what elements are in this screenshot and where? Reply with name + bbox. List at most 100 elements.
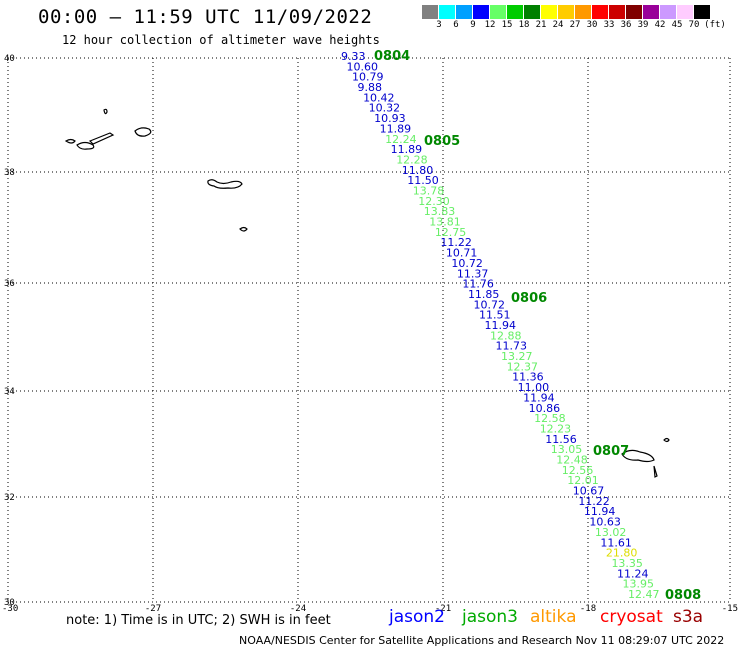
legend-labels: 3 6 9 12 15 18 21 24 27 30 33 36 39 42 45 70 (ft) [422,19,726,31]
swh-reading: 12.24 [385,133,417,146]
swh-reading: 10.79 [352,71,384,84]
swh-reading: 11.22 [440,236,472,249]
swh-reading: 11.85 [468,288,500,301]
island-desertas [653,465,658,478]
chart-title: 00:00 – 11:59 UTC 11/09/2022 [38,6,373,28]
legend-label: 24 [552,20,564,30]
legend-swatch [592,5,609,19]
legend-swatch [609,5,626,19]
swh-reading: 12.58 [534,412,566,425]
legend-swatch [677,5,694,19]
swh-reading: 10.60 [347,60,379,73]
legend-swatches [422,5,711,19]
swh-reading: 12.23 [540,422,572,435]
swh-reading: 10.71 [446,247,478,260]
sat-label-jason2: jason2 [389,607,445,627]
swh-reading: 12.56 [562,464,594,477]
island-sao-miguel [207,179,243,189]
swh-reading: 11.00 [518,381,550,394]
lon-label: -27 [145,604,161,614]
swh-reading: 13.81 [429,216,461,229]
time-label: 0807 [593,444,629,459]
legend-label: 6 [453,20,459,30]
swh-reading: 13.35 [611,557,643,570]
swh-reading: 11.61 [600,536,632,549]
swh-reading: 11.80 [402,164,434,177]
legend-label: 33 [603,20,615,30]
legend-swatch [422,5,439,19]
legend-unit: (ft) [704,20,726,30]
legend-swatch [507,5,524,19]
lat-label: 34 [4,387,15,397]
swh-reading: 11.22 [578,495,610,508]
island-faial [64,138,76,144]
lat-label: 32 [4,493,15,503]
swh-reading: 11.56 [545,433,577,446]
legend-swatch [456,5,473,19]
sat-label-jason3: jason3 [462,607,518,627]
swh-reading: 13.83 [424,205,456,218]
longitude-labels: -30 -27 -24 -21 -18 -15 [2,604,738,614]
lat-label: 36 [4,279,15,289]
time-label: 0805 [424,134,460,149]
swh-reading: 11.37 [457,267,489,280]
lat-label: 30 [4,598,15,608]
swh-reading: 11.51 [479,309,511,322]
swh-reading: 21.80 [606,547,638,560]
swh-reading: 13.02 [595,526,627,539]
latitude-labels: 40 38 36 34 32 30 [4,54,15,608]
island-flores [103,108,108,115]
swh-reading: 10.72 [473,298,505,311]
swh-reading: 11.36 [512,371,544,384]
swh-reading: 10.42 [363,91,395,104]
swh-reading: 13.78 [413,185,445,198]
swh-reading: 11.73 [496,340,528,353]
time-label: 0806 [511,291,547,306]
swh-track: 9.3310.6010.799.8810.4210.3210.9311.8912… [341,50,660,601]
swh-reading: 12.37 [507,360,538,373]
lat-label: 40 [4,54,15,64]
swh-reading: 10.63 [589,516,621,529]
swh-reading: 10.93 [374,112,406,125]
island-santa-maria [239,226,248,232]
legend-label: 9 [470,20,476,30]
sat-label-s3a: s3a [673,607,704,627]
island-porto-santo [663,437,670,443]
swh-reading: 12.48 [556,454,588,467]
legend-swatch [643,5,660,19]
legend-swatch [439,5,456,19]
legend-label: 70 [688,20,700,30]
time-label: 0804 [374,49,410,64]
swh-reading: 10.86 [529,402,561,415]
legend-label: 39 [637,20,649,30]
legend-label: 42 [654,20,666,30]
swh-reading: 11.24 [617,567,649,580]
swh-reading: 11.94 [523,391,555,404]
swh-reading: 10.72 [451,257,483,270]
lon-label: -24 [290,604,306,614]
swh-reading: 13.05 [551,443,583,456]
swh-reading: 12.47 [628,588,660,601]
island-madeira [621,449,655,463]
lon-label: -30 [2,604,18,614]
legend-label: 27 [569,20,581,30]
time-labels: 0804 0805 0806 0807 0808 [374,49,701,603]
credit-line: NOAA/NESDIS Center for Satellite Applica… [239,634,725,647]
island-sao-jorge [88,132,115,145]
swh-reading: 13.95 [622,578,654,591]
swh-reading: 10.67 [573,485,605,498]
legend-label: 30 [586,20,598,30]
swh-reading: 12.30 [418,195,450,208]
island-pico [76,141,95,150]
legend-label: 36 [620,20,632,30]
swh-reading: 11.76 [462,278,494,291]
lon-label: -21 [435,604,451,614]
swh-reading: 11.89 [380,122,412,135]
legend-swatch [660,5,677,19]
swh-reading: 12.75 [435,226,467,239]
legend-swatch [694,5,711,19]
legend-swatch [473,5,490,19]
swh-reading: 11.89 [391,143,423,156]
chart-subtitle: 12 hour collection of altimeter wave hei… [62,33,380,47]
